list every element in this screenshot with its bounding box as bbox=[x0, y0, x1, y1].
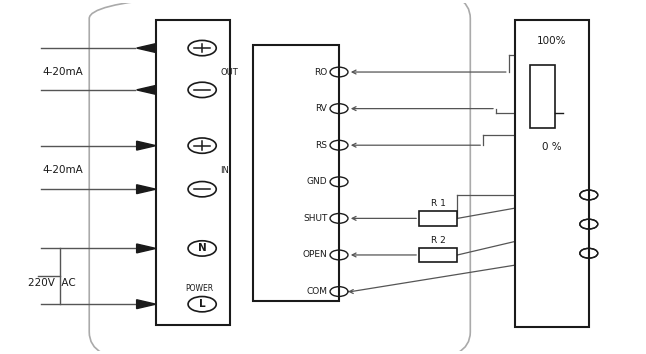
Polygon shape bbox=[137, 85, 156, 94]
Bar bbox=[419, 211, 457, 226]
Polygon shape bbox=[137, 300, 156, 309]
Text: OPEN: OPEN bbox=[303, 251, 328, 259]
Text: 100%: 100% bbox=[537, 36, 567, 46]
Text: POWER: POWER bbox=[185, 284, 213, 293]
Text: 4-20mA: 4-20mA bbox=[43, 165, 83, 175]
Text: RS: RS bbox=[315, 141, 328, 150]
Polygon shape bbox=[137, 141, 156, 150]
Text: RO: RO bbox=[314, 68, 328, 76]
Bar bbox=[530, 65, 556, 128]
Bar bbox=[253, 45, 339, 301]
Text: RV: RV bbox=[316, 104, 328, 113]
Polygon shape bbox=[137, 44, 156, 52]
Text: COM: COM bbox=[306, 287, 328, 296]
Bar bbox=[419, 248, 457, 262]
Text: 220V  AC: 220V AC bbox=[28, 278, 76, 288]
Text: L: L bbox=[199, 299, 205, 309]
Text: N: N bbox=[198, 244, 207, 253]
Text: R 2: R 2 bbox=[431, 236, 446, 245]
Polygon shape bbox=[137, 244, 156, 253]
Bar bbox=[515, 20, 589, 327]
Text: OUT: OUT bbox=[220, 68, 238, 77]
Text: 0 %: 0 % bbox=[542, 142, 562, 152]
Text: 4-20mA: 4-20mA bbox=[43, 68, 83, 78]
Bar bbox=[156, 20, 230, 325]
Text: SHUT: SHUT bbox=[303, 214, 328, 223]
Text: IN: IN bbox=[220, 166, 229, 175]
Polygon shape bbox=[137, 185, 156, 194]
Text: GND: GND bbox=[307, 177, 328, 186]
Text: R 1: R 1 bbox=[431, 199, 446, 208]
